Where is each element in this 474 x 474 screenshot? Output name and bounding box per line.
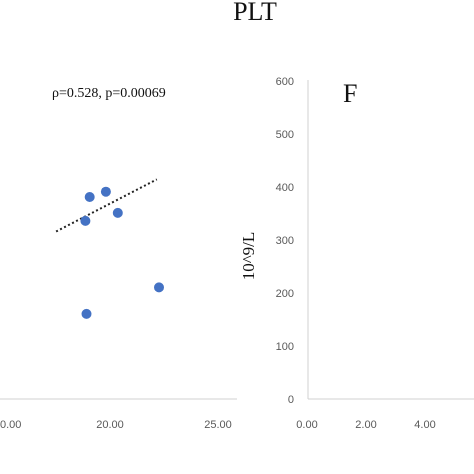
right-y-tick: 200 <box>276 288 294 300</box>
right-y-tick: 100 <box>276 341 294 353</box>
panel-label: F <box>343 79 357 108</box>
data-point <box>80 215 91 226</box>
right-x-tick: 2.00 <box>355 419 376 431</box>
chart-left: ρ=0.528, p=0.00069 0.00 20.00 25.00 <box>0 86 237 431</box>
chart-right: F 10^9/L 0 100 200 300 400 500 600 0.00 … <box>239 76 474 431</box>
right-y-tick: 300 <box>276 235 294 247</box>
y-axis-label: 10^9/L <box>239 232 258 281</box>
data-point <box>100 186 111 197</box>
right-x-tick: 4.00 <box>414 419 435 431</box>
left-x-tick: 25.00 <box>204 419 232 431</box>
right-y-tick: 0 <box>288 394 294 406</box>
data-point <box>81 308 92 319</box>
correlation-annotation: ρ=0.528, p=0.00069 <box>52 86 166 101</box>
trendline <box>55 178 158 233</box>
data-point <box>84 192 95 202</box>
right-y-tick: 500 <box>276 129 294 141</box>
left-points-group <box>80 186 164 319</box>
data-point <box>112 207 123 218</box>
left-x-tick: 20.00 <box>96 419 124 431</box>
right-y-tick: 600 <box>276 76 294 88</box>
data-point <box>154 282 164 293</box>
right-x-tick: 0.00 <box>296 419 317 431</box>
left-x-tick: 0.00 <box>0 419 21 431</box>
page-title: PLT <box>233 0 277 26</box>
right-y-tick: 400 <box>276 182 294 194</box>
